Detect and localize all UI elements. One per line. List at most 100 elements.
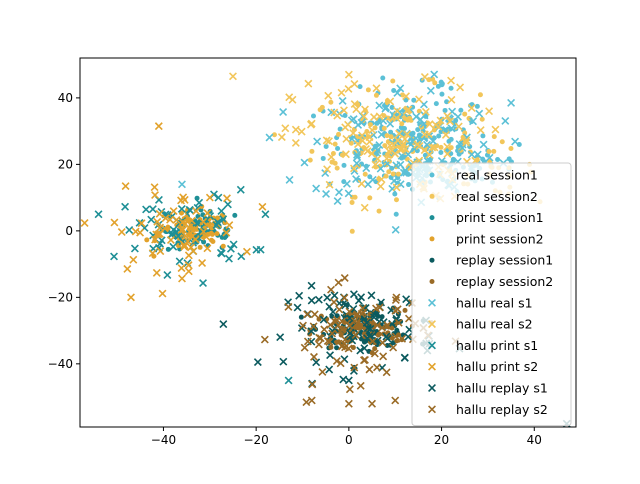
data-point [338, 96, 347, 105]
legend-label: hallu print s1 [456, 338, 538, 353]
data-point [312, 358, 321, 367]
data-point [304, 79, 313, 88]
data-point [181, 219, 190, 228]
data-point [360, 344, 369, 353]
data-point [392, 191, 398, 197]
data-point [187, 216, 196, 225]
data-point [384, 133, 390, 139]
data-point [392, 114, 401, 123]
data-point [389, 104, 395, 110]
data-point [219, 215, 228, 224]
data-point [226, 244, 235, 253]
data-point [320, 155, 326, 161]
data-point [349, 129, 358, 138]
data-point [310, 310, 319, 319]
legend-label: replay session1 [456, 253, 553, 268]
data-point [184, 267, 193, 276]
legend-entry: replay session1 [429, 253, 553, 268]
data-point [379, 352, 388, 361]
data-point [151, 235, 159, 244]
data-point [376, 208, 382, 214]
data-point [332, 141, 338, 147]
data-point [382, 154, 391, 163]
x-tick-label: −40 [151, 433, 176, 447]
data-point [331, 317, 340, 326]
legend-label: print session1 [456, 210, 544, 225]
data-point [191, 235, 200, 244]
legend-marker [428, 405, 436, 414]
data-point [137, 219, 146, 228]
data-point [152, 268, 161, 277]
data-point [390, 176, 399, 185]
data-point [499, 139, 505, 145]
data-point [340, 293, 349, 302]
data-point [370, 313, 379, 322]
data-point [181, 231, 190, 240]
data-point [370, 113, 378, 122]
data-point [358, 131, 366, 140]
data-point [150, 183, 159, 192]
data-point [393, 106, 402, 115]
data-point [395, 129, 404, 138]
data-point [386, 97, 395, 106]
data-point [178, 210, 184, 216]
data-point [147, 215, 156, 224]
data-point [411, 97, 417, 103]
data-point [356, 381, 365, 390]
y-tick-label: 40 [58, 91, 73, 105]
data-point [326, 320, 335, 329]
data-point [390, 78, 396, 84]
data-point [516, 142, 522, 148]
data-point [258, 202, 267, 211]
data-point [307, 296, 316, 305]
data-point [391, 225, 400, 234]
data-point [501, 116, 510, 125]
data-point [178, 274, 186, 283]
data-point [183, 237, 192, 246]
data-point [199, 217, 208, 226]
data-point [348, 140, 354, 146]
data-point [342, 179, 351, 188]
legend-label: hallu real s2 [456, 317, 533, 332]
data-point [323, 165, 332, 174]
legend-marker [429, 215, 435, 221]
data-point [110, 218, 119, 227]
data-point [373, 154, 382, 163]
data-point [340, 274, 349, 282]
data-point [436, 133, 442, 139]
data-point [351, 331, 360, 339]
data-point [172, 215, 181, 224]
data-point [447, 95, 456, 104]
data-point [362, 171, 368, 177]
data-point [344, 70, 353, 79]
data-point [349, 290, 358, 299]
data-point [365, 133, 374, 142]
x-tick-label: 20 [434, 433, 449, 447]
data-point [456, 83, 465, 92]
data-point [299, 321, 307, 330]
data-point [443, 112, 452, 121]
legend-label: real session2 [456, 189, 538, 204]
data-point [232, 212, 238, 218]
legend-label: real session1 [456, 168, 538, 183]
data-point [253, 358, 262, 367]
data-point [252, 245, 261, 254]
data-point [260, 335, 269, 344]
legend-marker [429, 193, 435, 199]
data-point [485, 153, 494, 162]
data-point [192, 218, 201, 227]
data-point [303, 310, 312, 319]
data-point [371, 160, 380, 169]
data-point [404, 150, 413, 159]
data-point [216, 248, 225, 257]
data-point [271, 132, 277, 138]
data-point [446, 117, 454, 126]
data-point [368, 337, 377, 346]
data-point [458, 107, 464, 113]
data-point [336, 131, 342, 137]
data-point [403, 130, 411, 139]
data-point [291, 138, 300, 147]
data-point [184, 251, 193, 260]
data-point [169, 225, 178, 234]
data-point [322, 189, 331, 198]
